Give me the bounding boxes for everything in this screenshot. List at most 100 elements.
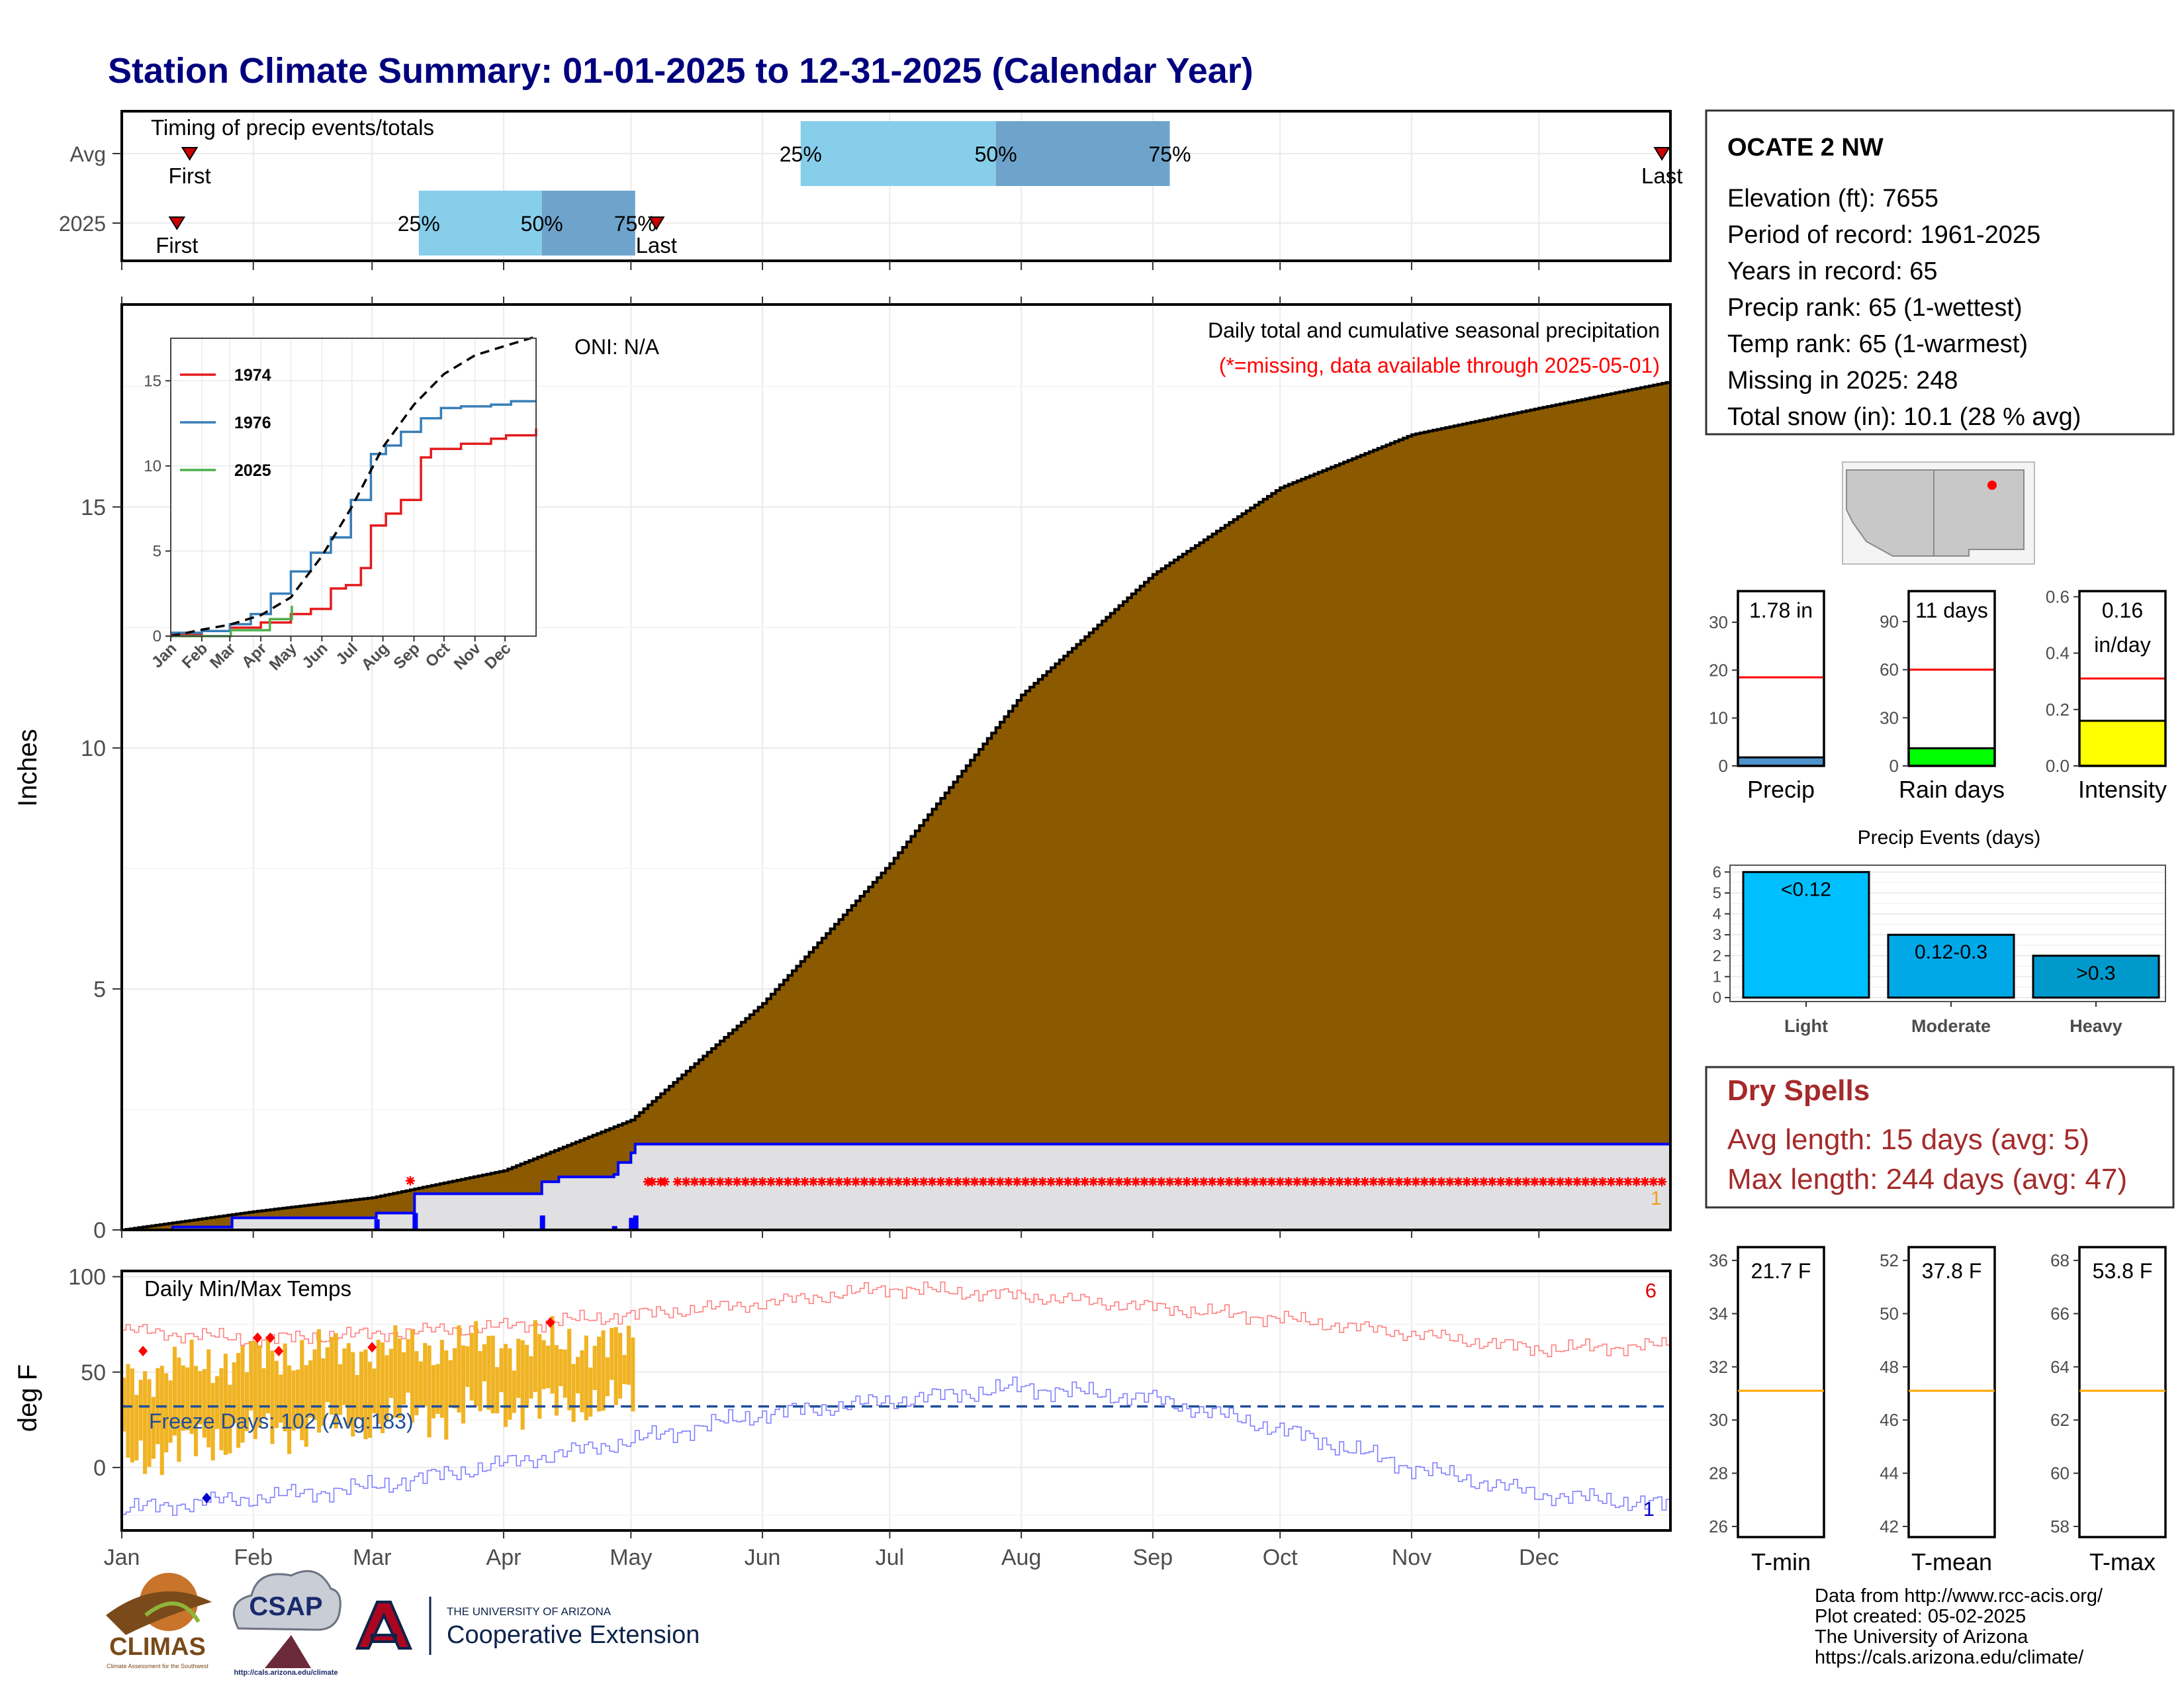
observed-temp-bar [444,1350,449,1440]
observed-temp-bar [342,1348,347,1405]
observed-temp-bar [198,1371,203,1425]
missing-day-marker-icon [690,1177,700,1187]
climas-swoosh-icon [106,1591,212,1635]
precip-value-bar [1737,756,1825,767]
observed-temp-bar [351,1352,355,1436]
missing-day-marker-icon [817,1177,827,1187]
events-bars: <0.12 0.12-0.3 >0.3 [1742,870,2160,999]
timing-bar-q25-q50-1 [418,191,542,256]
missing-day-marker-icon [1054,1177,1064,1187]
tmin-minichart: 26 28 30 32 34 36 21.7 F T-min [1709,1246,1825,1575]
observed-temp-bar [147,1379,152,1467]
missing-day-marker-icon [1589,1177,1599,1187]
observed-temp-bar [453,1348,457,1409]
missing-day-marker-icon [1538,1177,1548,1187]
precip-y-tick-label: 0 [1719,756,1728,776]
tmean-value-label: 37.8 F [1922,1259,1982,1283]
observed-temp-bar [257,1345,262,1428]
temp-frame [120,1270,1672,1532]
record-high-marker-icon [265,1332,275,1343]
missing-day-marker-icon [1165,1177,1175,1187]
missing-day-marker-icon [1207,1177,1217,1187]
events-bar-label: >0.3 [2076,962,2115,984]
observed-temp-bar [130,1368,134,1463]
events-category-label: Moderate [1911,1016,1991,1036]
missing-count: 1 [1651,1188,1662,1209]
observed-temp-bar [406,1338,410,1393]
missing-day-marker-icon [647,1177,657,1187]
observed-temp-bar [397,1338,402,1419]
events-y-tick-label: 2 [1713,947,1721,965]
missing-day-marker-icon [808,1177,818,1187]
csap-cloud-icon [232,1570,341,1631]
credit-data-source: Data from http://www.rcc-acis.org/ [1815,1585,2103,1607]
missing-day-marker-icon [1428,1177,1437,1187]
timing-quartile-label: 75% [614,212,657,236]
missing-day-marker-icon [885,1177,895,1187]
tmin-y-tick-label: 32 [1709,1357,1728,1377]
observed-temp-bar [253,1340,257,1439]
credit-plot-created: Plot created: 05-02-2025 [1815,1606,2026,1627]
intensity-label: Intensity [2078,776,2167,803]
observed-temp-bar [316,1329,321,1433]
month-tick-label: May [610,1545,652,1570]
missing-day-marker-icon [1394,1177,1404,1187]
observed-temp-bar [159,1366,164,1476]
missing-day-marker-icon [1598,1177,1608,1187]
daily-precip-bar [633,1215,639,1230]
observed-temp-bar [308,1360,313,1418]
observed-temp-bar [325,1347,330,1403]
timing-title: Timing of precip events/totals [151,115,434,140]
precip-y-tick-label: 20 [1709,660,1728,680]
precip-y-axis-label: Inches [13,729,42,807]
missing-day-marker-icon [1411,1177,1421,1187]
intensity-value-label: 0.16 [2102,598,2143,622]
missing-day-marker-icon [1377,1177,1387,1187]
tmin-y-tick-label: 30 [1709,1410,1728,1430]
missing-day-marker-icon [1640,1177,1650,1187]
observed-temp-bar [554,1344,559,1416]
tmax-minichart: 58 60 62 64 66 68 53.8 F T-max [2050,1246,2167,1575]
observed-temp-bar [495,1367,500,1414]
missing-day-marker-icon [834,1177,844,1187]
missing-day-marker-icon [1513,1177,1523,1187]
inset-y-ticks: 0 5 10 15 [144,372,171,645]
page-title: Station Climate Summary: 01-01-2025 to 1… [108,51,1253,91]
missing-day-marker-icon [1631,1177,1641,1187]
dry-spells-box: Dry Spells Avg length: 15 days (avg: 5) … [1705,1066,2175,1209]
rain_days-label: Rain days [1899,776,2005,803]
observed-temp-bar [363,1349,368,1440]
rain-days-minichart: 0 30 60 90 11 days Rain days [1880,590,2005,803]
events-category-label: Light [1784,1016,1828,1036]
intensity-y-tick-label: 0.6 [2046,587,2070,607]
csap-mountain-icon [265,1635,311,1668]
inset-legend-label: 1976 [234,414,271,432]
observed-temp-bar [388,1348,393,1398]
timing-month-ticks [121,261,1540,270]
observed-temp-bar [265,1336,271,1414]
climas-leaf-icon [144,1601,201,1623]
month-tick-label: Dec [1519,1545,1559,1570]
missing-day-marker-icon [910,1177,920,1187]
record-high-marker-icon [253,1332,263,1343]
precip-total-minichart: 0 10 20 30 1.78 in Precip [1709,590,1825,803]
inset-y-tick-label: 10 [144,457,161,475]
observed-temp-bar [193,1366,199,1456]
missing-day-marker-icon [1046,1177,1056,1187]
observed-temp-bar [448,1360,453,1407]
missing-day-marker-icon [1284,1177,1294,1187]
month-tick-label: Sep [1133,1545,1173,1570]
missing-day-marker-icon [825,1177,835,1187]
missing-day-marker-icon [1606,1177,1616,1187]
missing-day-marker-icon [1522,1177,1531,1187]
dry-spells-max: Max length: 244 days (avg: 47) [1727,1163,2127,1196]
credits: Data from http://www.rcc-acis.org/ Plot … [1815,1585,2103,1668]
missing-day-marker-icon [1190,1177,1200,1187]
observed-temp-bar [423,1342,428,1407]
observed-temp-bar [435,1364,440,1414]
observed-temp-bar [520,1340,525,1430]
observed-temp-bar [597,1336,602,1412]
